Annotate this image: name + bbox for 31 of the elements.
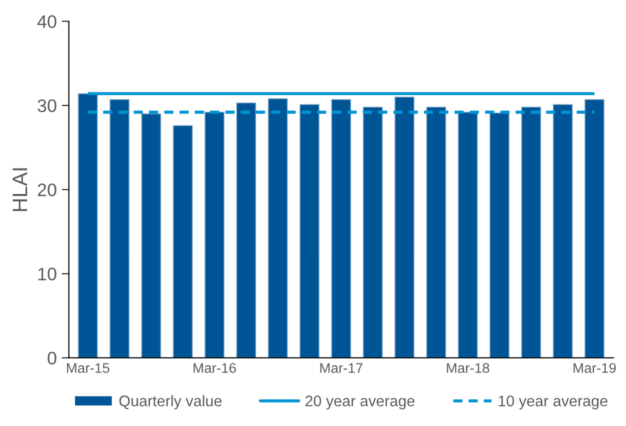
y-tick-label: 40 — [37, 15, 56, 28]
bar — [236, 102, 256, 358]
bar — [458, 112, 478, 358]
legend-label: 10 year average — [498, 396, 608, 410]
x-tick-label: Mar-15 — [67, 363, 110, 373]
y-axis-title: HLAI — [12, 168, 28, 212]
bar — [490, 112, 510, 358]
bar — [300, 104, 320, 358]
bar — [172, 125, 193, 358]
bar — [78, 93, 98, 358]
bar — [110, 99, 130, 358]
bar — [141, 113, 162, 358]
y-tick-label: 20 — [38, 184, 56, 196]
bar — [204, 112, 224, 358]
bar — [552, 104, 573, 358]
bar — [521, 106, 542, 358]
bar — [362, 106, 383, 358]
y-tick-label: 30 — [38, 99, 56, 112]
x-tick-label: Mar-16 — [194, 363, 236, 373]
bar — [584, 99, 604, 358]
bar — [331, 99, 352, 358]
x-tick-label: Mar-18 — [446, 363, 490, 373]
x-tick-label: Mar-19 — [574, 363, 616, 373]
bar — [426, 106, 446, 358]
y-tick-label: 0 — [48, 352, 56, 365]
y-tick-label: 10 — [38, 268, 56, 280]
bar — [268, 98, 288, 358]
bar — [394, 96, 414, 358]
legend-label: Quarterly value — [119, 395, 222, 410]
legend-label: 20 year average — [305, 396, 414, 410]
x-tick-label: Mar-17 — [320, 363, 362, 373]
